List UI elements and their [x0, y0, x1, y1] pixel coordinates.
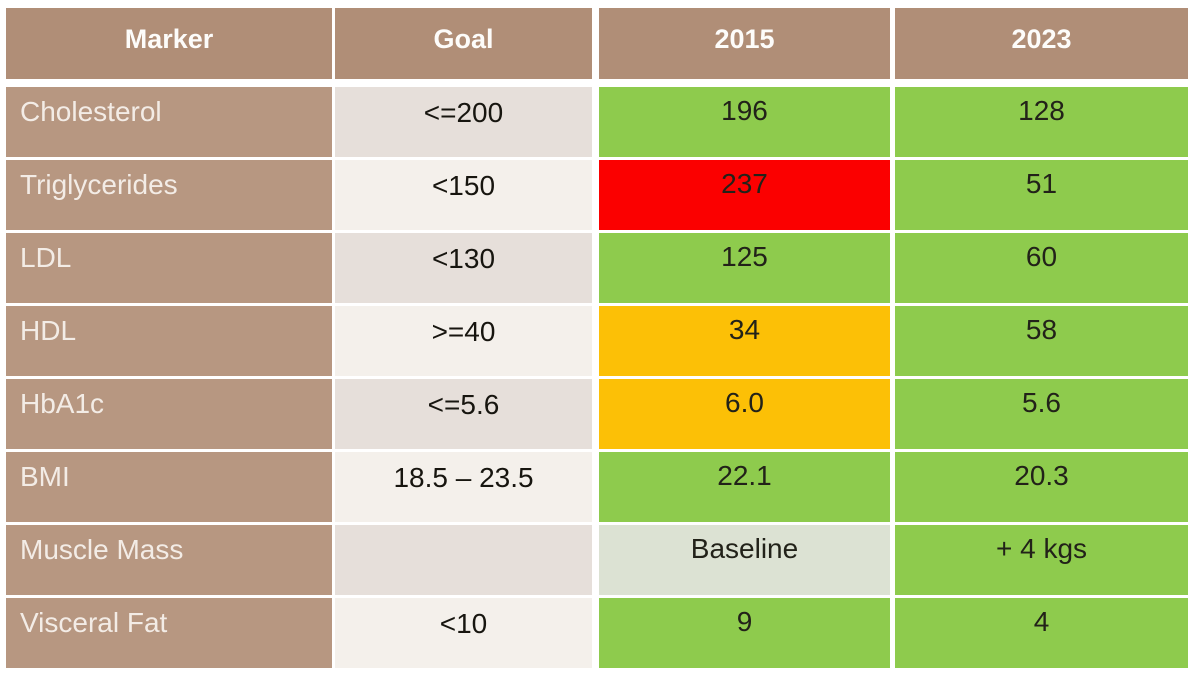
table-row-muscle-mass: Muscle Mass Baseline + 4 kgs: [6, 525, 1188, 595]
value-2023-cell: 5.6: [895, 379, 1188, 449]
marker-cell: Cholesterol: [6, 87, 332, 157]
header-row: Marker Goal 2015 2023: [6, 8, 1188, 79]
table-row-hdl: HDL >=40 34 58: [6, 306, 1188, 376]
column-header-2015: 2015: [599, 8, 890, 79]
value-2015-cell: 22.1: [599, 452, 890, 522]
value-2023-cell: 58: [895, 306, 1188, 376]
marker-cell: BMI: [6, 452, 332, 522]
value-2015-cell: Baseline: [599, 525, 890, 595]
goal-cell: >=40: [335, 306, 592, 376]
value-2015-cell: 196: [599, 87, 890, 157]
value-2023-cell: 128: [895, 87, 1188, 157]
table-row-hba1c: HbA1c <=5.6 6.0 5.6: [6, 379, 1188, 449]
value-2023-cell: 51: [895, 160, 1188, 230]
health-markers-table: Marker Goal 2015 2023 Cholesterol <=200 …: [6, 8, 1188, 671]
table-row-visceral-fat: Visceral Fat <10 9 4: [6, 598, 1188, 668]
value-2015-cell: 9: [599, 598, 890, 668]
goal-cell: <=5.6: [335, 379, 592, 449]
column-header-2023: 2023: [895, 8, 1188, 79]
value-2015-cell: 34: [599, 306, 890, 376]
marker-cell: Visceral Fat: [6, 598, 332, 668]
value-2023-cell: 4: [895, 598, 1188, 668]
marker-cell: HbA1c: [6, 379, 332, 449]
value-2015-cell: 125: [599, 233, 890, 303]
value-2023-cell: 60: [895, 233, 1188, 303]
goal-cell: <=200: [335, 87, 592, 157]
value-2015-cell: 237: [599, 160, 890, 230]
table-row-cholesterol: Cholesterol <=200 196 128: [6, 87, 1188, 157]
marker-cell: Triglycerides: [6, 160, 332, 230]
goal-cell: [335, 525, 592, 595]
column-header-goal: Goal: [335, 8, 592, 79]
value-2015-cell: 6.0: [599, 379, 890, 449]
value-2023-cell: 20.3: [895, 452, 1188, 522]
goal-cell: <130: [335, 233, 592, 303]
table-row-bmi: BMI 18.5 – 23.5 22.1 20.3: [6, 452, 1188, 522]
column-header-marker: Marker: [6, 8, 332, 79]
marker-cell: Muscle Mass: [6, 525, 332, 595]
marker-cell: LDL: [6, 233, 332, 303]
goal-cell: <10: [335, 598, 592, 668]
marker-cell: HDL: [6, 306, 332, 376]
goal-cell: <150: [335, 160, 592, 230]
table-row-triglycerides: Triglycerides <150 237 51: [6, 160, 1188, 230]
value-2023-cell: + 4 kgs: [895, 525, 1188, 595]
goal-cell: 18.5 – 23.5: [335, 452, 592, 522]
table-row-ldl: LDL <130 125 60: [6, 233, 1188, 303]
